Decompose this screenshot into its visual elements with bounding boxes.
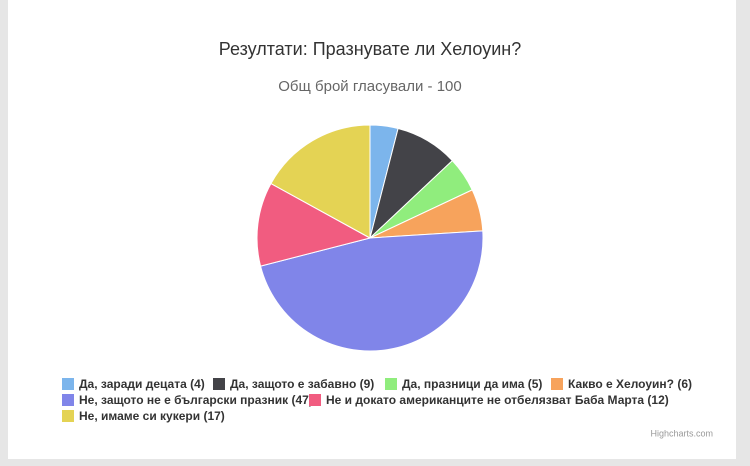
- legend-symbol: [62, 378, 74, 390]
- legend-item[interactable]: Какво е Хелоуин? (6): [568, 377, 692, 391]
- credits: Highcharts.com: [650, 428, 713, 438]
- legend-symbol: [309, 394, 321, 406]
- legend-item[interactable]: Не и докато американците не отбелязват Б…: [326, 393, 669, 407]
- pie-slice: [256, 183, 371, 267]
- pie-slice: [270, 124, 371, 239]
- legend-item[interactable]: Да, празници да има (5): [402, 377, 542, 391]
- legend-symbol: [551, 378, 563, 390]
- legend-symbol: [62, 394, 74, 406]
- chart-subtitle: Общ брой гласували - 100: [278, 78, 461, 95]
- legend-symbol: [62, 410, 74, 422]
- pie-slice: [260, 230, 484, 352]
- chart-title: Резултати: Празнувате ли Хелоуин?: [219, 39, 521, 59]
- legend-symbol: [213, 378, 225, 390]
- legend-item[interactable]: Не, имаме си кукери (17): [79, 409, 225, 423]
- legend-item[interactable]: Не, защото не е български празник (47): [79, 393, 313, 407]
- legend-item[interactable]: Да, защото е забавно (9): [230, 377, 374, 391]
- legend-item[interactable]: Да, заради децата (4): [79, 377, 205, 391]
- legend-symbol: [385, 378, 397, 390]
